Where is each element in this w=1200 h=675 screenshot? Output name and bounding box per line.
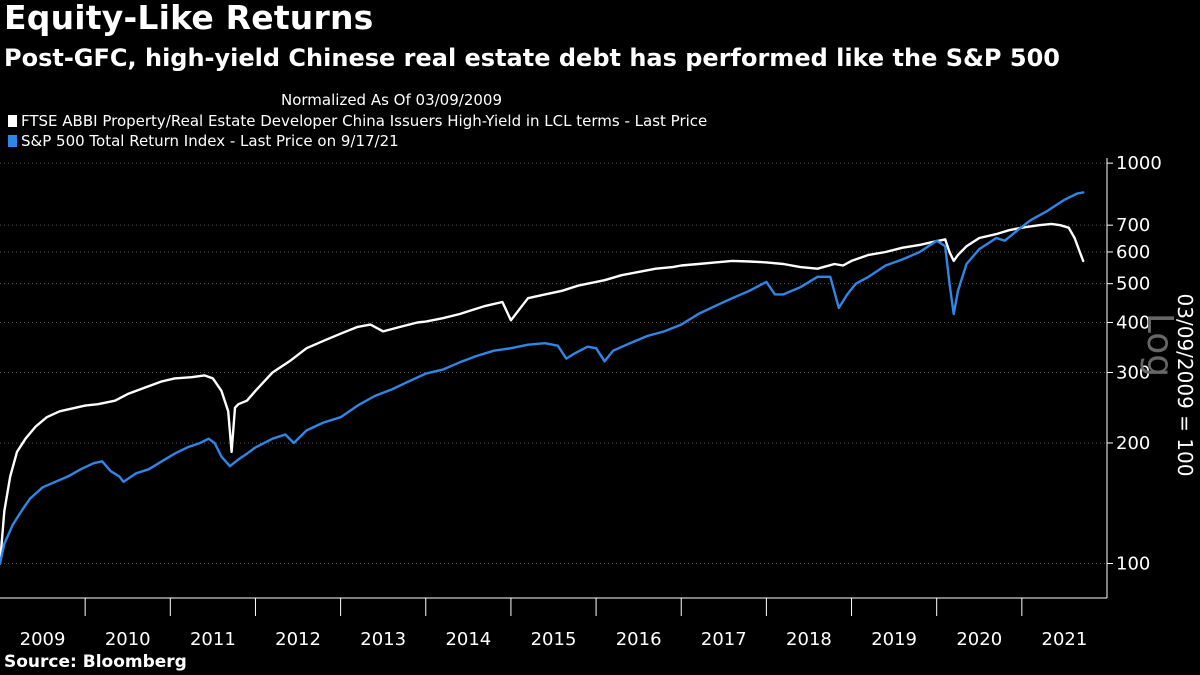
x-tick-label-2018: 2018	[786, 629, 832, 650]
x-tick-label-2013: 2013	[360, 629, 406, 650]
y-tick-label-600: 600	[1116, 242, 1150, 263]
x-tick-label-2019: 2019	[871, 629, 917, 650]
y-tick-label-700: 700	[1116, 215, 1150, 236]
legend-swatch-sp500	[8, 135, 17, 147]
x-tick-label-2011: 2011	[190, 629, 236, 650]
legend: FTSE ABBI Property/Real Estate Developer…	[8, 111, 707, 151]
series-line-ftse	[0, 222, 1085, 565]
y-tick-label-300: 300	[1116, 362, 1150, 383]
x-tick-label-2012: 2012	[275, 629, 321, 650]
x-tick-label-2017: 2017	[701, 629, 747, 650]
x-tick-label-2016: 2016	[616, 629, 662, 650]
chart-subtitle: Post-GFC, high-yield Chinese real estate…	[4, 44, 1060, 72]
x-tick-label-2014: 2014	[445, 629, 491, 650]
legend-item-ftse: FTSE ABBI Property/Real Estate Developer…	[8, 111, 707, 131]
log-scale-label: Log	[1139, 313, 1180, 377]
x-axis-labels: 2009 2010 2011 2012 2013 2014 2015 2016 2017 2018…	[20, 629, 1088, 650]
y-axis-ticks: 100 200 300 400 500 600 700 1000	[1107, 153, 1162, 574]
y-tick-label-200: 200	[1116, 433, 1150, 454]
chart-note: Normalized As Of 03/09/2009	[281, 91, 502, 109]
legend-swatch-ftse	[8, 115, 17, 127]
legend-label-sp500: S&P 500 Total Return Index - Last Price …	[21, 132, 399, 150]
legend-label-ftse: FTSE ABBI Property/Real Estate Developer…	[21, 112, 708, 130]
chart-title: Equity-Like Returns	[4, 0, 374, 37]
x-tick-label-2021: 2021	[1042, 629, 1088, 650]
x-tick-label-2020: 2020	[956, 629, 1002, 650]
source-note: Source: Bloomberg	[4, 652, 187, 672]
x-tick-label-2010: 2010	[105, 629, 151, 650]
y-tick-label-100: 100	[1116, 553, 1150, 574]
series-lines	[0, 191, 1085, 565]
y-axis-title: 03/09/2009 = 100	[1173, 294, 1197, 477]
gridlines	[0, 162, 1107, 564]
x-tick-label-2015: 2015	[531, 629, 577, 650]
year-separators	[84, 598, 1023, 616]
legend-item-sp500: S&P 500 Total Return Index - Last Price …	[8, 131, 707, 151]
y-tick-label-500: 500	[1116, 274, 1150, 295]
y-tick-label-1000: 1000	[1116, 153, 1162, 174]
x-tick-label-2009: 2009	[20, 629, 66, 650]
y-tick-label-400: 400	[1116, 312, 1150, 333]
series-line-sp500	[0, 191, 1085, 565]
